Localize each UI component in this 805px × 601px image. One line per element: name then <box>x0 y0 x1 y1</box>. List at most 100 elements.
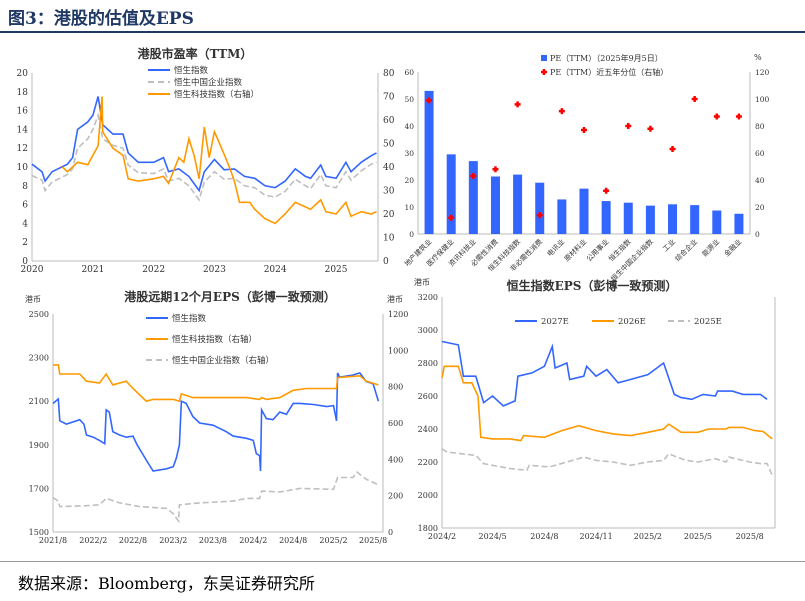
chart-title: 恒生指数EPS（彭博一致预测） <box>507 278 678 293</box>
series-line <box>441 340 768 407</box>
y2-tick-label: 20 <box>755 203 765 212</box>
percentile-point <box>536 212 543 219</box>
x-tick-label: 2024/2 <box>428 532 456 541</box>
percentile-point <box>647 125 654 132</box>
y2-tick-label: 400 <box>388 455 403 464</box>
x-tick-label: 2025/2 <box>319 536 347 545</box>
legend-swatch <box>541 69 547 75</box>
x-tick-label: 2021 <box>81 265 104 275</box>
legend-label: 恒生中国企业指数 <box>174 77 243 88</box>
x-tick-label: 2021/8 <box>39 536 67 545</box>
y-tick-label: 8 <box>22 182 28 192</box>
y-tick-label: 0 <box>22 257 28 267</box>
bar <box>513 174 523 234</box>
y-tick-label: 0 <box>409 230 414 239</box>
y2-tick-label: 80 <box>383 69 395 79</box>
category-label: 工业 <box>661 237 677 253</box>
y-tick-label: 30 <box>404 149 414 158</box>
y2-tick-label: 800 <box>388 383 403 392</box>
x-tick-label: 2025 <box>325 265 348 275</box>
y-tick-label: 2000 <box>418 491 438 500</box>
y2-axis-unit: 港币 <box>387 294 403 304</box>
footer-divider <box>0 561 805 562</box>
category-label: 能源业 <box>700 237 721 258</box>
percentile-point <box>669 145 676 152</box>
percentile-point <box>691 96 698 102</box>
series-line <box>31 96 377 193</box>
y-tick-label: 2500 <box>29 310 49 319</box>
x-tick-label: 2023 <box>203 265 226 275</box>
y-tick-label: 20 <box>17 69 29 79</box>
y-tick-label: 40 <box>404 122 414 131</box>
source-note: 数据来源：Bloomberg，东吴证券研究所 <box>18 574 315 593</box>
chart-title: 港股远期12个月EPS（彭博一致预测） <box>124 289 336 304</box>
y-tick-label: 1500 <box>29 528 49 537</box>
category-label: 金融业 <box>722 237 743 258</box>
x-tick-label: 2025/2 <box>634 532 662 541</box>
legend-label: 2026E <box>618 317 646 327</box>
y-tick-label: 1900 <box>29 441 49 450</box>
legend-swatch <box>541 55 547 61</box>
percentile-point <box>558 108 565 115</box>
y2-tick-label: 10 <box>383 234 395 244</box>
y2-axis-unit: % <box>754 53 762 62</box>
y2-tick-label: 60 <box>755 149 765 158</box>
bar <box>712 210 722 234</box>
y2-tick-label: 80 <box>755 122 765 131</box>
series-line <box>441 365 773 442</box>
x-tick-label: 2023/2 <box>159 536 187 545</box>
y-tick-label: 2600 <box>418 392 438 401</box>
x-tick-label: 2022 <box>142 265 165 275</box>
figure-title: 图3：港股的估值及EPS <box>8 9 194 29</box>
y-tick-label: 2300 <box>29 354 49 363</box>
x-tick-label: 2023/8 <box>199 536 227 545</box>
y-tick-label: 1800 <box>418 524 438 533</box>
y2-tick-label: 0 <box>755 230 760 239</box>
y-tick-label: 2400 <box>418 425 438 434</box>
y2-tick-label: 1000 <box>388 346 408 355</box>
x-tick-label: 2024 <box>264 265 287 275</box>
x-tick-label: 2024/5 <box>479 532 507 541</box>
y-tick-label: 1700 <box>29 484 49 493</box>
bar <box>668 204 678 234</box>
y-tick-label: 60 <box>404 68 414 77</box>
percentile-point <box>470 172 477 179</box>
percentile-point <box>735 113 742 120</box>
legend-label: 恒生中国企业指数（右轴） <box>172 355 274 366</box>
title-divider <box>0 31 805 33</box>
category-label: 公用事业 <box>584 237 610 263</box>
y-tick-label: 3200 <box>418 293 438 302</box>
series-line <box>53 364 379 403</box>
bar <box>424 90 434 235</box>
legend-label: 2027E <box>541 317 569 327</box>
y2-tick-label: 40 <box>755 176 765 185</box>
y2-tick-label: 30 <box>383 187 395 197</box>
y-tick-label: 6 <box>22 201 28 211</box>
bar <box>490 176 500 234</box>
y2-tick-label: 120 <box>755 68 770 77</box>
category-label: 电讯业 <box>545 237 566 258</box>
x-tick-label: 2022/8 <box>119 536 147 545</box>
category-label: 综合企业 <box>673 237 699 263</box>
category-label: 原材料业 <box>562 237 588 263</box>
y-tick-label: 16 <box>17 107 29 117</box>
bar <box>557 199 567 234</box>
bar <box>690 205 700 234</box>
y2-tick-label: 100 <box>755 95 770 104</box>
series-line <box>31 112 377 202</box>
percentile-point <box>581 127 587 134</box>
bar <box>645 205 655 234</box>
bar <box>535 182 545 234</box>
y2-tick-label: 20 <box>383 210 395 220</box>
y2-tick-label: 60 <box>383 116 395 126</box>
bar <box>468 161 478 234</box>
percentile-point <box>625 123 632 129</box>
y-tick-label: 12 <box>17 144 28 154</box>
y-tick-label: 14 <box>17 125 29 135</box>
series-line <box>441 448 773 476</box>
legend-label: 恒生科技指数（右轴） <box>172 334 257 345</box>
y-tick-label: 10 <box>17 163 29 173</box>
y-tick-label: 20 <box>404 176 414 185</box>
